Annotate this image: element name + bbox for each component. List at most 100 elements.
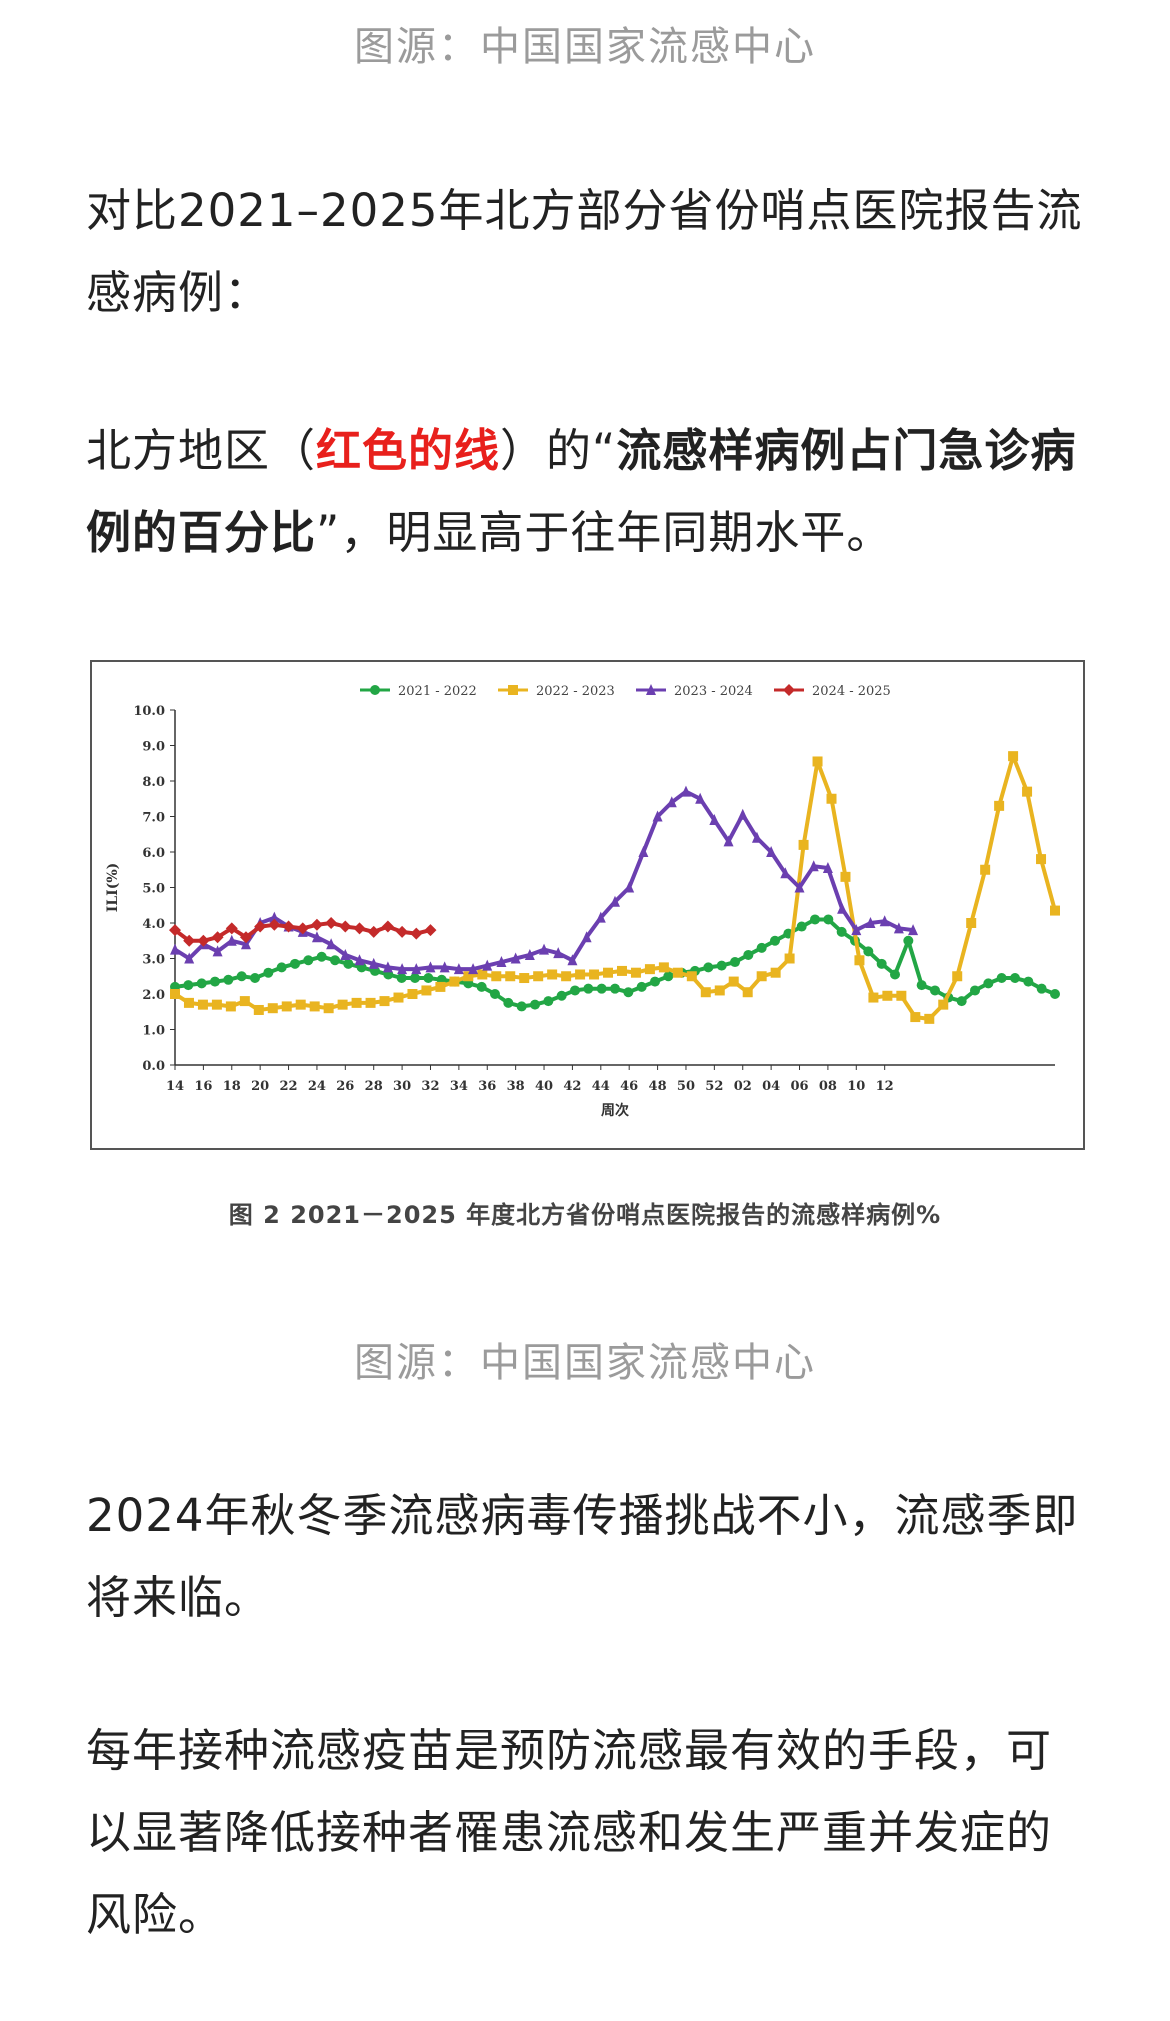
data-point	[326, 938, 337, 950]
data-point	[339, 920, 352, 933]
data-point	[556, 990, 567, 1001]
y-tick-label: 5.0	[142, 882, 165, 897]
data-point	[823, 914, 834, 925]
data-point	[183, 997, 194, 1008]
data-point	[610, 983, 620, 994]
data-point	[695, 792, 706, 804]
data-point	[463, 971, 474, 982]
data-point	[210, 976, 220, 987]
data-point	[505, 971, 516, 982]
data-point	[851, 924, 862, 936]
data-point	[225, 922, 238, 935]
data-point	[652, 810, 663, 822]
x-tick-label: 38	[507, 1079, 525, 1094]
data-point	[396, 973, 407, 984]
data-point	[808, 860, 819, 872]
data-point	[680, 785, 691, 797]
data-point	[882, 990, 893, 1001]
y-tick-label: 7.0	[142, 811, 165, 826]
data-point	[407, 989, 418, 999]
data-point	[796, 921, 807, 932]
paragraph-vaccine-advice: 每年接种流感疫苗是预防流感最有效的手段，可以显著降低接种者罹患流感和发生严重并发…	[86, 1724, 1053, 1941]
data-point	[410, 927, 423, 940]
data-point	[908, 924, 919, 936]
data-point	[337, 999, 348, 1010]
x-tick-label: 28	[365, 1079, 383, 1094]
data-point	[865, 917, 876, 928]
data-point	[477, 969, 488, 980]
data-point	[396, 925, 409, 938]
data-point	[236, 971, 247, 982]
data-point	[183, 980, 194, 991]
data-point	[784, 953, 795, 964]
data-point	[325, 917, 338, 929]
data-point	[743, 949, 754, 960]
red-line-highlight: 红色的线	[316, 424, 501, 477]
data-point	[524, 948, 535, 960]
y-tick-label: 10.0	[133, 704, 165, 719]
data-point	[854, 955, 865, 966]
data-point	[756, 971, 767, 982]
data-point	[658, 962, 669, 973]
y-tick-label: 8.0	[142, 775, 165, 790]
data-point	[553, 947, 564, 959]
x-tick-label: 02	[734, 1079, 752, 1094]
data-point	[240, 938, 251, 950]
y-tick-label: 2.0	[142, 988, 165, 1003]
y-tick-label: 6.0	[142, 846, 165, 861]
data-point	[581, 931, 592, 943]
data-point	[595, 911, 606, 923]
data-point	[226, 934, 237, 946]
data-point	[423, 973, 434, 984]
data-point	[723, 835, 734, 847]
data-point	[636, 981, 647, 992]
x-tick-label: 14	[166, 1079, 184, 1094]
data-point	[530, 999, 540, 1010]
data-point	[381, 920, 394, 933]
data-point	[543, 996, 554, 1007]
x-tick-label: 04	[762, 1079, 780, 1094]
data-point	[840, 871, 851, 882]
data-point	[468, 963, 479, 975]
y-tick-label: 3.0	[142, 953, 165, 968]
data-point	[930, 985, 940, 996]
data-point	[910, 1012, 921, 1023]
data-point	[343, 958, 354, 969]
data-point	[290, 958, 300, 969]
data-point	[496, 956, 507, 968]
data-point	[994, 800, 1005, 811]
data-point	[410, 973, 420, 984]
data-point	[616, 965, 627, 976]
x-tick-label: 26	[336, 1079, 354, 1094]
data-point	[798, 839, 809, 850]
data-point	[397, 963, 408, 975]
data-point	[197, 934, 210, 947]
data-point	[250, 973, 260, 984]
data-point	[575, 969, 586, 980]
data-point	[1022, 786, 1033, 797]
data-point	[435, 981, 446, 992]
data-point	[296, 922, 309, 935]
data-point	[184, 952, 195, 964]
data-point	[703, 962, 714, 973]
p2-text-before: 北方地区（	[86, 424, 317, 477]
data-point	[583, 983, 594, 994]
data-point	[239, 996, 250, 1007]
x-tick-label: 06	[790, 1079, 808, 1094]
data-point	[570, 985, 580, 996]
x-axis-title: 周次	[601, 1102, 629, 1119]
data-point	[310, 918, 323, 931]
data-point	[837, 902, 848, 914]
x-tick-label: 08	[819, 1079, 837, 1094]
data-point	[1010, 973, 1020, 984]
x-tick-label: 16	[194, 1079, 212, 1094]
data-point	[425, 961, 436, 973]
x-tick-label: 18	[223, 1079, 241, 1094]
x-tick-label: 10	[847, 1079, 865, 1094]
data-point	[510, 952, 521, 964]
data-point	[183, 934, 196, 947]
data-point	[311, 931, 322, 943]
data-point	[624, 881, 635, 893]
data-point	[630, 967, 641, 978]
x-tick-label: 32	[421, 1079, 439, 1094]
